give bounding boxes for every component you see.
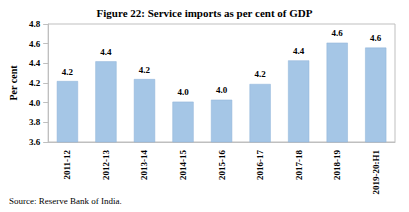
- svg-text:2012-13: 2012-13: [101, 150, 111, 180]
- svg-text:Figure 22: Service imports as: Figure 22: Service imports as per cent o…: [97, 7, 313, 19]
- svg-text:4.2: 4.2: [62, 67, 74, 77]
- svg-text:4.4: 4.4: [100, 47, 112, 57]
- svg-text:2013-14: 2013-14: [139, 150, 149, 180]
- svg-text:3.6: 3.6: [29, 137, 41, 147]
- svg-text:4.6: 4.6: [332, 28, 344, 38]
- svg-text:4.0: 4.0: [29, 98, 41, 108]
- svg-text:2014-15: 2014-15: [178, 150, 188, 180]
- svg-text:2011-12: 2011-12: [62, 150, 72, 180]
- svg-text:2019-20:H1: 2019-20:H1: [371, 150, 381, 195]
- svg-text:4.6: 4.6: [29, 39, 41, 49]
- svg-text:4.4: 4.4: [293, 46, 305, 56]
- svg-text:4.2: 4.2: [29, 78, 41, 88]
- svg-text:4.2: 4.2: [254, 69, 266, 79]
- svg-text:Per cent: Per cent: [8, 65, 19, 101]
- svg-text:2018-19: 2018-19: [332, 150, 342, 180]
- svg-text:Source: Reserve Bank of India.: Source: Reserve Bank of India.: [9, 196, 122, 206]
- svg-text:4.4: 4.4: [29, 58, 41, 68]
- svg-text:4.6: 4.6: [370, 33, 382, 43]
- svg-text:4.2: 4.2: [139, 65, 151, 75]
- svg-text:3.8: 3.8: [29, 117, 41, 127]
- svg-text:4.8: 4.8: [29, 19, 41, 29]
- svg-text:2017-18: 2017-18: [294, 150, 304, 180]
- svg-text:2016-17: 2016-17: [255, 150, 265, 180]
- svg-text:2015-16: 2015-16: [217, 150, 227, 180]
- svg-text:4.0: 4.0: [177, 87, 189, 97]
- svg-text:4.0: 4.0: [216, 85, 228, 95]
